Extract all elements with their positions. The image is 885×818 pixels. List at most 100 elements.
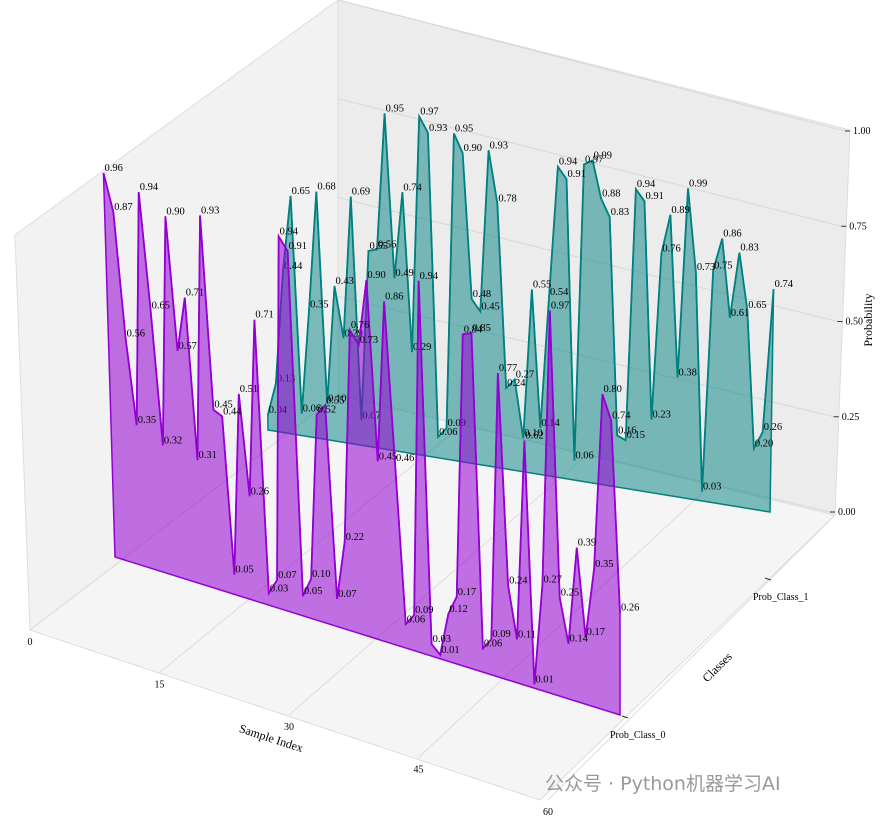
data-label: 0.73 <box>697 262 715 273</box>
z-tick-label: 0.75 <box>849 221 867 232</box>
data-label: 0.03 <box>433 634 451 645</box>
data-label: 0.03 <box>270 583 288 594</box>
line <box>102 172 621 685</box>
data-label: 0.94 <box>559 157 578 168</box>
data-label: 0.11 <box>518 629 536 640</box>
data-label: 0.77 <box>499 363 517 374</box>
data-label: 0.09 <box>492 629 510 640</box>
data-label: 0.26 <box>621 603 639 614</box>
data-label: 0.38 <box>679 367 697 378</box>
data-label: 0.94 <box>280 226 299 237</box>
data-label: 0.10 <box>312 569 330 580</box>
data-label: 0.86 <box>385 291 403 302</box>
data-label: 0.35 <box>138 415 156 426</box>
data-label: 0.99 <box>594 150 612 161</box>
data-label: 0.26 <box>251 486 269 497</box>
data-label: 0.12 <box>449 604 467 615</box>
x-grid-line <box>159 424 463 673</box>
data-label: 0.85 <box>472 323 490 334</box>
data-label: 0.56 <box>378 239 396 250</box>
series: 0.96 0.87 0.56 0.35 0.94 0.65 0.32 0.90 0.57 0.71… <box>102 163 639 717</box>
x-grid-line <box>547 514 836 801</box>
data-label: 0.55 <box>533 279 551 290</box>
data-label: 0.73 <box>360 335 378 346</box>
data-label: 0.90 <box>367 270 385 281</box>
data-label: 0.49 <box>395 268 413 279</box>
data-label: 0.51 <box>240 384 258 395</box>
data-label: 0.23 <box>652 410 670 421</box>
data-label: 0.61 <box>731 308 749 319</box>
z-axis-label: Probability <box>861 293 875 346</box>
data-label: 0.56 <box>127 328 145 339</box>
data-label: 0.91 <box>289 241 307 252</box>
x-tick-label: 0 <box>28 637 33 648</box>
data-label: 0.46 <box>396 453 414 464</box>
data-label: 0.93 <box>490 140 508 151</box>
z-tick-label: 1.00 <box>853 126 871 137</box>
y-tick <box>621 715 629 719</box>
data-label: 0.75 <box>714 260 732 271</box>
data-label: 0.93 <box>429 123 447 134</box>
data-label: 0.06 <box>303 404 321 415</box>
y-axis-label: Classes <box>699 649 735 685</box>
data-label: 0.97 <box>551 301 569 312</box>
data-label: 0.09 <box>448 418 466 429</box>
data-label: 0.97 <box>420 106 438 117</box>
data-label: 0.95 <box>455 123 473 134</box>
data-label: 0.05 <box>304 586 322 597</box>
data-label: 0.44 <box>223 406 242 417</box>
data-label: 0.71 <box>186 288 204 299</box>
data-label: 0.97 <box>585 154 603 165</box>
data-label: 0.96 <box>104 163 122 174</box>
z-tick-label: 0.50 <box>846 317 864 328</box>
data-label: 0.35 <box>595 559 613 570</box>
data-label: 0.71 <box>255 310 273 321</box>
x-tick-label: 60 <box>543 807 553 818</box>
data-label: 0.76 <box>351 320 369 331</box>
data-label: 0.55 <box>369 241 387 252</box>
data-label: 0.87 <box>114 202 132 213</box>
data-label: 0.62 <box>525 431 543 442</box>
x-axis-label: Sample Index <box>238 721 305 755</box>
data-label: 0.95 <box>386 103 404 114</box>
data-label: 0.74 <box>403 182 422 193</box>
data-label: 0.06 <box>439 427 457 438</box>
data-label: 0.01 <box>535 674 553 685</box>
data-label: 0.07 <box>278 570 296 581</box>
data-label: 0.44 <box>284 261 303 272</box>
data-label: 0.39 <box>578 538 596 549</box>
data-label: 0.26 <box>764 422 782 433</box>
data-label: 0.68 <box>317 182 335 193</box>
data-label: 0.07 <box>338 589 356 600</box>
data-label: 0.32 <box>164 435 182 446</box>
data-label: 0.22 <box>346 532 364 543</box>
data-label: 0.45 <box>214 400 232 411</box>
data-label: 0.91 <box>568 169 586 180</box>
data-label: 0.27 <box>543 574 561 585</box>
data-label: 0.17 <box>587 627 605 638</box>
data-label: 0.35 <box>310 299 328 310</box>
data-label: 0.99 <box>689 178 707 189</box>
data-label: 0.06 <box>484 638 502 649</box>
data-label: 0.09 <box>415 605 433 616</box>
data-label: 0.88 <box>602 189 620 200</box>
data-label: 0.45 <box>481 301 499 312</box>
data-label: 0.90 <box>464 143 482 154</box>
data-label: 0.43 <box>335 276 353 287</box>
y-tick-label: Prob_Class_1 <box>753 592 809 603</box>
data-label: 0.65 <box>152 301 170 312</box>
y-tick-label: Prob_Class_0 <box>610 730 666 741</box>
data-label: 0.29 <box>413 342 431 353</box>
data-label: 0.16 <box>618 425 636 436</box>
data-label: 0.05 <box>235 565 253 576</box>
data-label: 0.03 <box>703 482 721 493</box>
data-label: 0.84 <box>464 324 483 335</box>
data-label: 0.25 <box>561 588 579 599</box>
data-label: 0.24 <box>507 378 526 389</box>
data-label: 0.78 <box>498 194 516 205</box>
data-label: 0.76 <box>662 244 680 255</box>
data-label: 0.65 <box>292 186 310 197</box>
data-label: 0.29 <box>345 328 363 339</box>
